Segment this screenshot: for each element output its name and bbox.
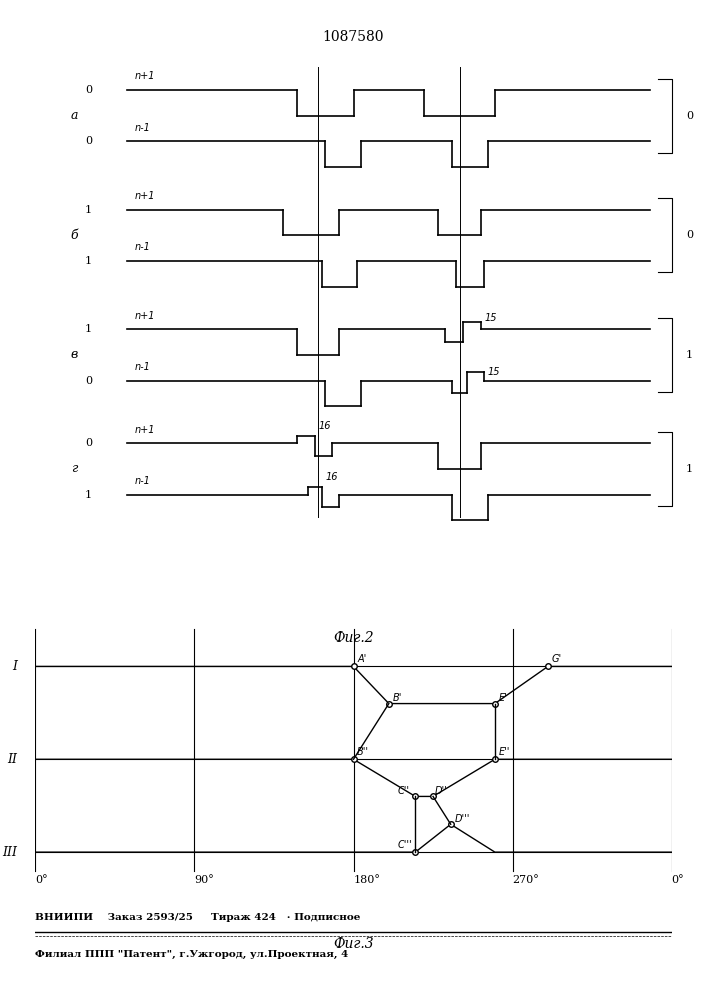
Text: II: II [8,753,18,766]
Text: III: III [3,846,18,859]
Text: n-1: n-1 [134,476,150,486]
Text: Фиг.3: Фиг.3 [333,937,374,951]
Text: 0°: 0° [672,875,684,885]
Text: n+1: n+1 [134,71,155,81]
Text: G': G' [551,654,561,664]
Text: E'': E'' [498,747,510,757]
Text: D''': D''' [455,814,469,824]
Text: ВНИИПИ    Заказ 2593/25     Тираж 424   · Подписное: ВНИИПИ Заказ 2593/25 Тираж 424 · Подписн… [35,914,361,922]
Text: 0: 0 [85,376,92,386]
Text: 1: 1 [85,205,92,215]
Text: а: а [70,109,78,122]
Text: C'': C'' [398,786,409,796]
Text: B': B' [392,693,402,703]
Text: 90°: 90° [194,875,214,885]
Text: 0: 0 [85,136,92,146]
Text: A': A' [357,654,366,664]
Text: B'': B'' [357,747,369,757]
Text: 0°: 0° [35,875,48,885]
Text: 1: 1 [686,464,693,474]
Text: 270°: 270° [513,875,539,885]
Text: I: I [13,660,18,673]
Text: 1: 1 [686,350,693,360]
Text: n+1: n+1 [134,425,155,435]
Text: Филиал ППП "Патент", г.Ужгород, ул.Проектная, 4: Филиал ППП "Патент", г.Ужгород, ул.Проек… [35,950,349,959]
Text: 0: 0 [686,111,693,121]
Text: C''': C''' [398,840,412,850]
Text: 16: 16 [318,421,331,431]
Text: n+1: n+1 [134,311,155,321]
Text: 16: 16 [325,472,338,482]
Text: E': E' [498,693,507,703]
Text: n-1: n-1 [134,242,150,252]
Text: 0: 0 [85,438,92,448]
Text: 180°: 180° [354,875,380,885]
Text: 1: 1 [85,490,92,500]
Text: n-1: n-1 [134,362,150,372]
Text: 1: 1 [85,324,92,334]
Text: 0: 0 [686,230,693,240]
Text: б: б [70,229,78,242]
Text: 0: 0 [85,85,92,95]
Text: г: г [71,462,78,475]
Text: Фиг.2: Фиг.2 [333,631,374,645]
Text: 1: 1 [85,256,92,266]
Text: D'': D'' [435,786,448,796]
Text: в: в [71,348,78,361]
Text: n+1: n+1 [134,191,155,201]
Text: 15: 15 [484,313,497,323]
Text: 1087580: 1087580 [323,30,384,44]
Text: n-1: n-1 [134,123,150,133]
Text: 15: 15 [488,367,501,377]
